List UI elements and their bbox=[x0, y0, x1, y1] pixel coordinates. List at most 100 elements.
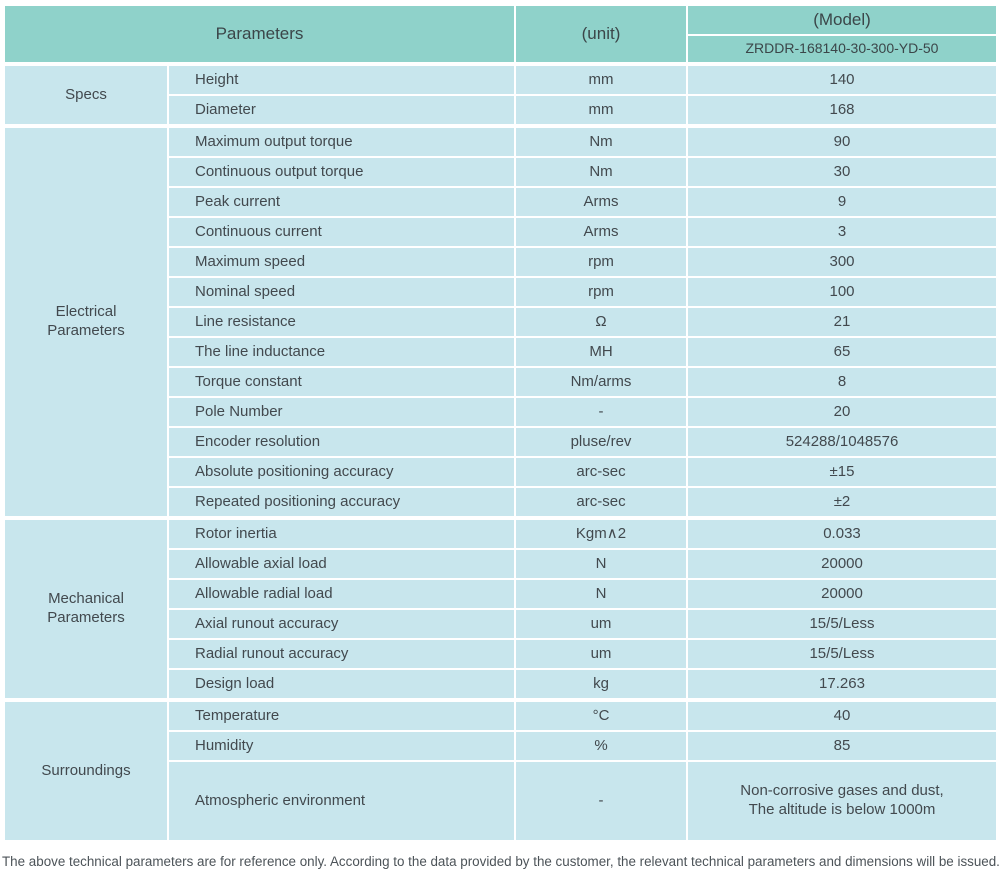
table-row: Nominal speed rpm 100 bbox=[4, 276, 998, 308]
value-cell: 85 bbox=[686, 730, 998, 762]
unit-cell: - bbox=[514, 396, 688, 428]
table-row: The line inductance MH 65 bbox=[4, 336, 998, 368]
param-cell: Axial runout accuracy bbox=[167, 608, 516, 640]
table-row: Torque constant Nm/arms 8 bbox=[4, 366, 998, 398]
table-row: Maximum speed rpm 300 bbox=[4, 246, 998, 278]
value-cell: 524288/1048576 bbox=[686, 426, 998, 458]
value-cell: 3 bbox=[686, 216, 998, 248]
table-row: Continuous output torque Nm 30 bbox=[4, 156, 998, 188]
param-cell: Allowable radial load bbox=[167, 578, 516, 610]
param-cell: Nominal speed bbox=[167, 276, 516, 308]
param-cell: Height bbox=[167, 62, 516, 96]
table-row: Specs Height mm 140 bbox=[3, 62, 998, 127]
table-row: Design load kg 17.263 bbox=[4, 668, 998, 701]
param-cell: Encoder resolution bbox=[167, 426, 516, 458]
unit-cell: Nm bbox=[514, 156, 688, 188]
table-row: Electrical Parameters Maximum output torq… bbox=[3, 124, 998, 519]
param-cell: The line inductance bbox=[167, 336, 516, 368]
unit-cell: °C bbox=[514, 698, 688, 732]
unit-cell: N bbox=[514, 578, 688, 610]
table-row: Continuous current Arms 3 bbox=[4, 216, 998, 248]
unit-cell: um bbox=[514, 638, 688, 670]
table-row: Mechanical Parameters Rotor inertia Kgm∧2 0… bbox=[3, 516, 998, 701]
value-cell: Non-corrosive gases and dust, The altitu… bbox=[686, 760, 998, 842]
table-row: Peak current Arms 9 bbox=[4, 186, 998, 218]
param-cell: Repeated positioning accuracy bbox=[167, 486, 516, 519]
table-row: Allowable axial load N 20000 bbox=[4, 548, 998, 580]
header-row-top: Parameters (unit) (Model) bbox=[3, 4, 998, 65]
unit-cell: Kgm∧2 bbox=[514, 516, 688, 550]
param-cell: Atmospheric environment bbox=[167, 760, 516, 842]
unit-cell: mm bbox=[514, 62, 688, 96]
group-cell-mechanical: Mechanical Parameters bbox=[3, 516, 169, 701]
value-cell: 140 bbox=[686, 62, 998, 96]
table-row: Repeated positioning accuracy arc-sec ±2 bbox=[4, 486, 998, 519]
value-cell: 168 bbox=[686, 94, 998, 127]
table-row: Absolute positioning accuracy arc-sec ±15 bbox=[4, 456, 998, 488]
table-row: Allowable radial load N 20000 bbox=[4, 578, 998, 610]
unit-header: (unit) bbox=[514, 4, 688, 65]
value-cell: 15/5/Less bbox=[686, 608, 998, 640]
param-cell: Diameter bbox=[167, 94, 516, 127]
value-cell: 8 bbox=[686, 366, 998, 398]
footnote: The above technical parameters are for r… bbox=[2, 854, 999, 869]
value-cell: 20000 bbox=[686, 578, 998, 610]
unit-cell: Nm bbox=[514, 124, 688, 158]
model-number: ZRDDR-168140-30-300-YD-50 bbox=[686, 34, 998, 65]
unit-cell: Arms bbox=[514, 186, 688, 218]
unit-cell: - bbox=[514, 760, 688, 842]
value-cell: 90 bbox=[686, 124, 998, 158]
value-cell: 15/5/Less bbox=[686, 638, 998, 670]
value-cell: 300 bbox=[686, 246, 998, 278]
model-header: (Model) bbox=[686, 4, 998, 36]
unit-cell: MH bbox=[514, 336, 688, 368]
param-cell: Maximum output torque bbox=[167, 124, 516, 158]
value-cell: 0.033 bbox=[686, 516, 998, 550]
group-cell-surroundings: Surroundings bbox=[3, 698, 169, 842]
param-cell: Humidity bbox=[167, 730, 516, 762]
unit-cell: rpm bbox=[514, 246, 688, 278]
spec-table: Parameters (unit) (Model) ZRDDR-168140-3… bbox=[3, 4, 998, 842]
value-cell: 9 bbox=[686, 186, 998, 218]
spec-table-header: Parameters (unit) (Model) ZRDDR-168140-3… bbox=[3, 4, 998, 65]
unit-cell: Arms bbox=[514, 216, 688, 248]
value-cell: 40 bbox=[686, 698, 998, 732]
unit-cell: kg bbox=[514, 668, 688, 701]
param-cell: Maximum speed bbox=[167, 246, 516, 278]
unit-cell: pluse/rev bbox=[514, 426, 688, 458]
param-cell: Design load bbox=[167, 668, 516, 701]
param-cell: Radial runout accuracy bbox=[167, 638, 516, 670]
table-row: Diameter mm 168 bbox=[4, 94, 998, 127]
group-cell-electrical: Electrical Parameters bbox=[3, 124, 169, 519]
value-cell: 20 bbox=[686, 396, 998, 428]
param-cell: Allowable axial load bbox=[167, 548, 516, 580]
header-row-model: ZRDDR-168140-30-300-YD-50 bbox=[4, 34, 998, 65]
unit-cell: arc-sec bbox=[514, 486, 688, 519]
param-cell: Absolute positioning accuracy bbox=[167, 456, 516, 488]
value-cell: 30 bbox=[686, 156, 998, 188]
unit-cell: Nm/arms bbox=[514, 366, 688, 398]
param-cell: Temperature bbox=[167, 698, 516, 732]
param-cell: Line resistance bbox=[167, 306, 516, 338]
group-cell-specs: Specs bbox=[3, 62, 169, 127]
value-cell: 21 bbox=[686, 306, 998, 338]
unit-cell: arc-sec bbox=[514, 456, 688, 488]
unit-cell: mm bbox=[514, 94, 688, 127]
value-cell: 20000 bbox=[686, 548, 998, 580]
table-row: Surroundings Temperature °C 40 bbox=[3, 698, 998, 842]
table-row: Humidity% 85 bbox=[4, 730, 998, 762]
param-cell: Pole Number bbox=[167, 396, 516, 428]
table-row: Line resistance Ω 21 bbox=[4, 306, 998, 338]
param-cell: Torque constant bbox=[167, 366, 516, 398]
param-cell: Rotor inertia bbox=[167, 516, 516, 550]
spec-table-body: Specs Height mm 140 Diameter mm 168 Electrical … bbox=[3, 62, 998, 842]
value-cell: ±2 bbox=[686, 486, 998, 519]
param-cell: Continuous output torque bbox=[167, 156, 516, 188]
unit-cell: um bbox=[514, 608, 688, 640]
param-cell: Peak current bbox=[167, 186, 516, 218]
unit-cell: Ω bbox=[514, 306, 688, 338]
table-row: Radial runout accuracy um 15/5/Less bbox=[4, 638, 998, 670]
parameters-header: Parameters bbox=[3, 4, 516, 65]
unit-cell: N bbox=[514, 548, 688, 580]
